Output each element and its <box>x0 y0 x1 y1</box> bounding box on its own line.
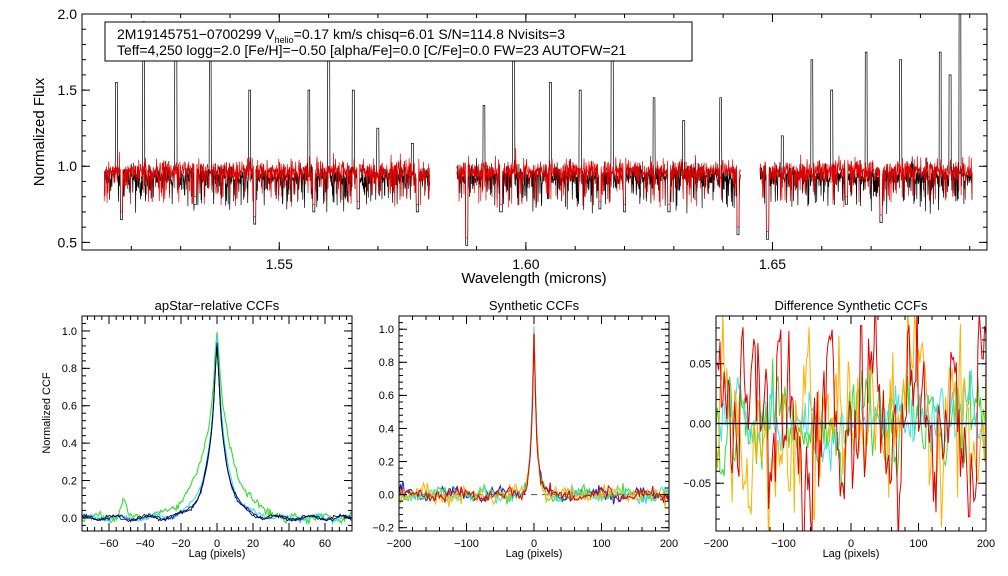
annotation-frame <box>104 21 693 62</box>
ccf3-xtick-label: 0 <box>848 538 854 550</box>
spectrum-ylabel: Normalized Flux <box>31 77 48 186</box>
ccf2-ytick-label: 0.2 <box>379 456 394 468</box>
ccf2-title: Synthetic CCFs <box>489 298 580 313</box>
ccf1-xlabel: Lag (pixels) <box>189 548 246 560</box>
ccf3-title: Difference Synthetic CCFs <box>775 298 928 313</box>
ccf3-plot-area <box>716 316 986 531</box>
spectrum-observed-segment-3 <box>759 14 973 240</box>
ccf1-ytick-label: 1.0 <box>62 326 77 338</box>
ccf3-xlabel: Lag (pixels) <box>823 548 880 560</box>
ccf3-xtick-label: 200 <box>977 538 995 550</box>
spectrum-synthetic-segment-1 <box>103 151 431 217</box>
ccf3-ytick-label: −0.05 <box>683 478 711 490</box>
spectrum-synthetic-segment-3 <box>759 154 973 233</box>
ccf1-xtick-label: −40 <box>136 538 155 550</box>
annotation-subscript: helio <box>275 35 294 45</box>
ccf1-xtick-label: 20 <box>247 538 259 550</box>
ccf3-series-visit-4 <box>716 316 986 531</box>
ccf1-ytick-label: 0.4 <box>62 438 77 450</box>
ccf2-panel: Synthetic CCFs −200 −100 0 100 200 −0.2 0.0 0.2… <box>372 298 678 560</box>
ccf1-plot-area <box>82 332 352 526</box>
ccf1-xtick-label: 0 <box>214 538 220 550</box>
ccf1-series-visit-2 <box>82 336 352 523</box>
ccf1-series-visit-1 <box>82 332 352 526</box>
spectrum-xlabel: Wavelength (microns) <box>461 270 606 287</box>
ccf2-xtick-label: 0 <box>531 538 537 550</box>
ccf2-ytick-label: 0.8 <box>379 357 394 369</box>
ccf1-ytick-label: 0.2 <box>62 475 77 487</box>
ccf2-xtick-label: −100 <box>454 538 479 550</box>
ccf2-ytick-label: 0.0 <box>379 489 394 501</box>
spectrum-xtick-label: 1.55 <box>266 256 293 272</box>
ccf1-xtick-label: −20 <box>172 538 191 550</box>
annotation-line2: Teff=4,250 logg=2.0 [Fe/H]=−0.50 [alpha/… <box>117 42 626 58</box>
spectrum-panel: 1.55 1.60 1.65 0.5 1.0 1.5 2.0 2M19145751−0700… <box>31 6 988 287</box>
spectrum-ticks: 1.55 1.60 1.65 0.5 1.0 1.5 2.0 <box>58 6 987 272</box>
ccf2-ticks: −200 −100 0 100 200 −0.2 0.0 0.2 0.4 0.6 0.8 1.0 <box>372 315 678 550</box>
spectrum-observed-segment-2 <box>456 28 741 246</box>
ccf3-xtick-label: −200 <box>704 538 729 550</box>
ccf2-ytick-label: 0.6 <box>379 390 394 402</box>
ccf2-xtick-label: −200 <box>387 538 412 550</box>
spectrum-synthetic-segment-2 <box>456 147 741 239</box>
spectrum-plot-area <box>103 14 973 246</box>
ccf3-panel: Difference Synthetic CCFs −200 −100 0 100 20… <box>683 298 995 560</box>
ccf1-ytick-label: 0.6 <box>62 401 77 413</box>
spectrum-ytick-label: 1.0 <box>58 158 78 174</box>
spectrum-ytick-label: 2.0 <box>58 6 78 22</box>
spectrum-ytick-label: 1.5 <box>58 82 78 98</box>
ccf1-xtick-label: 40 <box>283 538 295 550</box>
ccf2-series-visit-4 <box>399 333 669 504</box>
spectrum-xtick-label: 1.60 <box>512 256 539 272</box>
ccf3-ytick-label: 0.00 <box>690 418 711 430</box>
ccf2-xtick-label: 200 <box>660 538 678 550</box>
ccf1-ytick-label: 0.8 <box>62 363 77 375</box>
annotation-id-prefix: 2M19145751−0700299 V <box>117 26 275 42</box>
spectrum-annotation-box: 2M19145751−0700299 Vhelio=0.17 km/s chis… <box>104 21 693 62</box>
spectrum-ytick-label: 0.5 <box>58 234 78 250</box>
ccf1-ylabel: Normalized CCF <box>41 372 53 454</box>
ccf2-ytick-label: 0.4 <box>379 423 394 435</box>
ccf2-plot-area <box>399 326 669 509</box>
ccf1-series-combined <box>82 344 352 523</box>
ccf3-ticks: −200 −100 0 100 200 −0.05 0.00 0.05 <box>683 315 995 550</box>
ccf1-ytick-label: 0.0 <box>62 513 77 525</box>
ccf3-xtick-label: 100 <box>909 538 927 550</box>
annotation-line1-rest: =0.17 km/s chisq=6.01 S/N=114.8 Nvisits=… <box>294 26 566 42</box>
ccf2-ytick-label: −0.2 <box>372 523 394 535</box>
ccf1-panel: apStar−relative CCFs −60 −40 −20 0 20 40 60 0.0… <box>41 298 353 560</box>
spectrum-xtick-label: 1.65 <box>759 256 786 272</box>
ccf2-xlabel: Lag (pixels) <box>506 548 563 560</box>
spectrum-axes-frame <box>81 13 988 251</box>
ccf3-xtick-label: −100 <box>771 538 796 550</box>
annotation-line1: 2M19145751−0700299 Vhelio=0.17 km/s chis… <box>117 26 565 45</box>
ccf2-ytick-label: 1.0 <box>379 324 394 336</box>
ccf1-series-visit-3 <box>82 342 352 523</box>
ccf1-title: apStar−relative CCFs <box>155 298 280 313</box>
ccf1-xtick-label: 60 <box>319 538 331 550</box>
ccf1-xtick-label: −60 <box>100 538 119 550</box>
ccf3-ytick-label: 0.05 <box>690 359 711 371</box>
ccf2-xtick-label: 100 <box>592 538 610 550</box>
ccf1-ticks: −60 −40 −20 0 20 40 60 0.0 0.2 0.4 0.6 0.8 1.0 <box>62 315 352 550</box>
